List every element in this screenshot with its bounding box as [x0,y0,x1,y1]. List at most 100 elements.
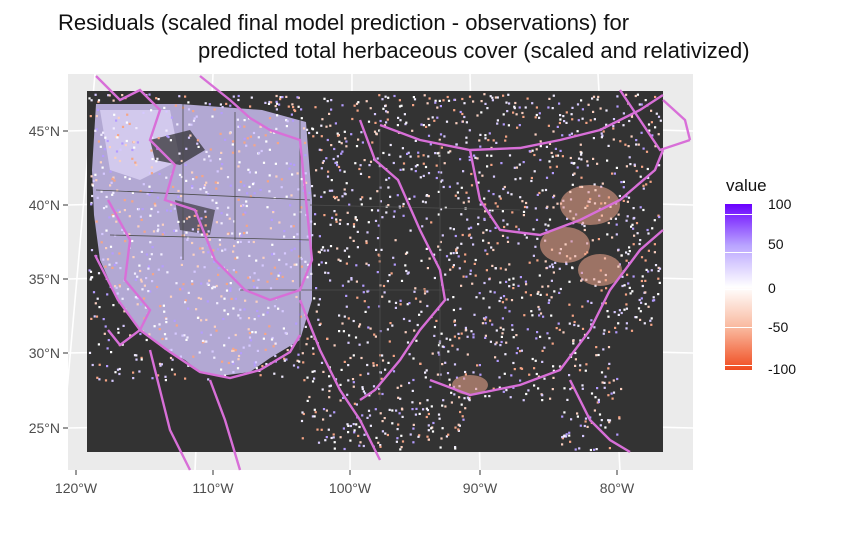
residual-pixel [433,253,436,256]
residual-pixel [339,219,342,222]
residual-pixel [199,188,202,191]
residual-pixel [329,414,332,417]
residual-pixel [134,161,137,164]
residual-pixel [152,230,156,233]
residual-pixel [332,195,336,198]
residual-pixel [612,118,616,121]
residual-pixel [367,264,370,267]
residual-pixel [289,162,292,165]
residual-pixel [323,191,326,194]
residual-pixel [640,131,643,134]
residual-pixel [361,196,364,199]
residual-pixel [140,218,143,221]
residual-pixel [454,194,457,197]
residual-pixel [358,325,361,328]
residual-pixel [253,361,256,364]
residual-pixel [400,384,403,387]
residual-pixel [400,104,403,107]
residual-pixel [106,258,110,261]
residual-pixel [651,134,654,137]
residual-pixel [140,280,143,283]
residual-pixel [136,141,139,144]
residual-pixel [412,104,415,107]
residual-pixel [488,395,491,398]
residual-pixel [441,363,444,366]
residual-pixel [625,322,628,325]
residual-pixel [266,206,269,209]
residual-pixel [262,161,266,164]
residual-pixel [378,94,381,97]
residual-pixel [462,170,465,173]
residual-pixel [107,94,110,97]
residual-pixel [275,277,279,280]
residual-pixel [311,128,315,131]
residual-pixel [273,305,277,308]
residual-pixel [572,342,575,345]
residual-pixel [304,172,307,175]
residual-pixel [573,323,576,327]
residual-pixel [360,203,363,206]
residual-pixel [135,354,138,357]
residual-pixel [369,424,372,427]
residual-pixel [488,278,491,281]
residual-pixel [414,287,417,290]
residual-pixel [427,438,430,441]
residual-pixel [278,221,281,224]
residual-pixel [406,341,410,344]
residual-pixel [88,269,91,272]
residual-pixel [420,259,423,262]
residual-pixel [472,243,475,246]
residual-pixel [457,423,460,426]
residual-pixel [451,344,454,347]
residual-pixel [400,434,403,437]
residual-pixel [472,100,475,103]
residual-pixel [470,184,474,187]
residual-pixel [645,183,648,186]
residual-pixel [478,171,481,174]
residual-pixel [199,247,202,250]
residual-pixel [604,302,607,305]
residual-pixel [457,255,460,258]
residual-pixel [502,113,505,116]
residual-pixel [612,379,615,382]
residual-pixel [477,216,480,219]
residual-pixel [409,433,412,436]
residual-pixel [161,223,164,226]
residual-pixel [294,109,297,113]
residual-pixel [595,354,598,357]
residual-pixel [291,173,294,176]
residual-pixel [498,376,501,379]
residual-pixel [474,274,477,277]
residual-pixel [324,261,328,265]
residual-pixel [498,299,501,303]
residual-pixel [592,110,595,113]
residual-pixel [593,183,596,186]
residual-pixel [292,225,295,228]
residual-pixel [180,194,183,198]
residual-pixel [512,111,515,114]
legend-label-100: 100 [768,196,792,212]
residual-pixel [262,313,265,316]
residual-pixel [223,297,226,300]
residual-pixel [182,220,185,223]
residual-pixel [255,300,258,303]
residual-pixel [501,210,504,213]
residual-pixel [341,150,344,153]
residual-pixel [537,290,540,294]
residual-pixel [626,200,629,203]
residual-pixel [464,373,467,376]
residual-pixel [247,276,250,279]
residual-pixel [314,213,317,216]
residual-pixel [422,408,425,411]
residual-pixel [131,157,134,160]
residual-pixel [468,129,471,132]
residual-pixel [622,180,625,183]
residual-pixel [460,403,463,406]
residual-pixel [506,223,509,226]
residual-pixel [392,354,395,357]
residual-pixel [291,280,294,283]
residual-pixel [647,249,650,252]
residual-pixel [118,252,121,255]
residual-pixel [237,94,240,98]
residual-pixel [306,263,310,266]
